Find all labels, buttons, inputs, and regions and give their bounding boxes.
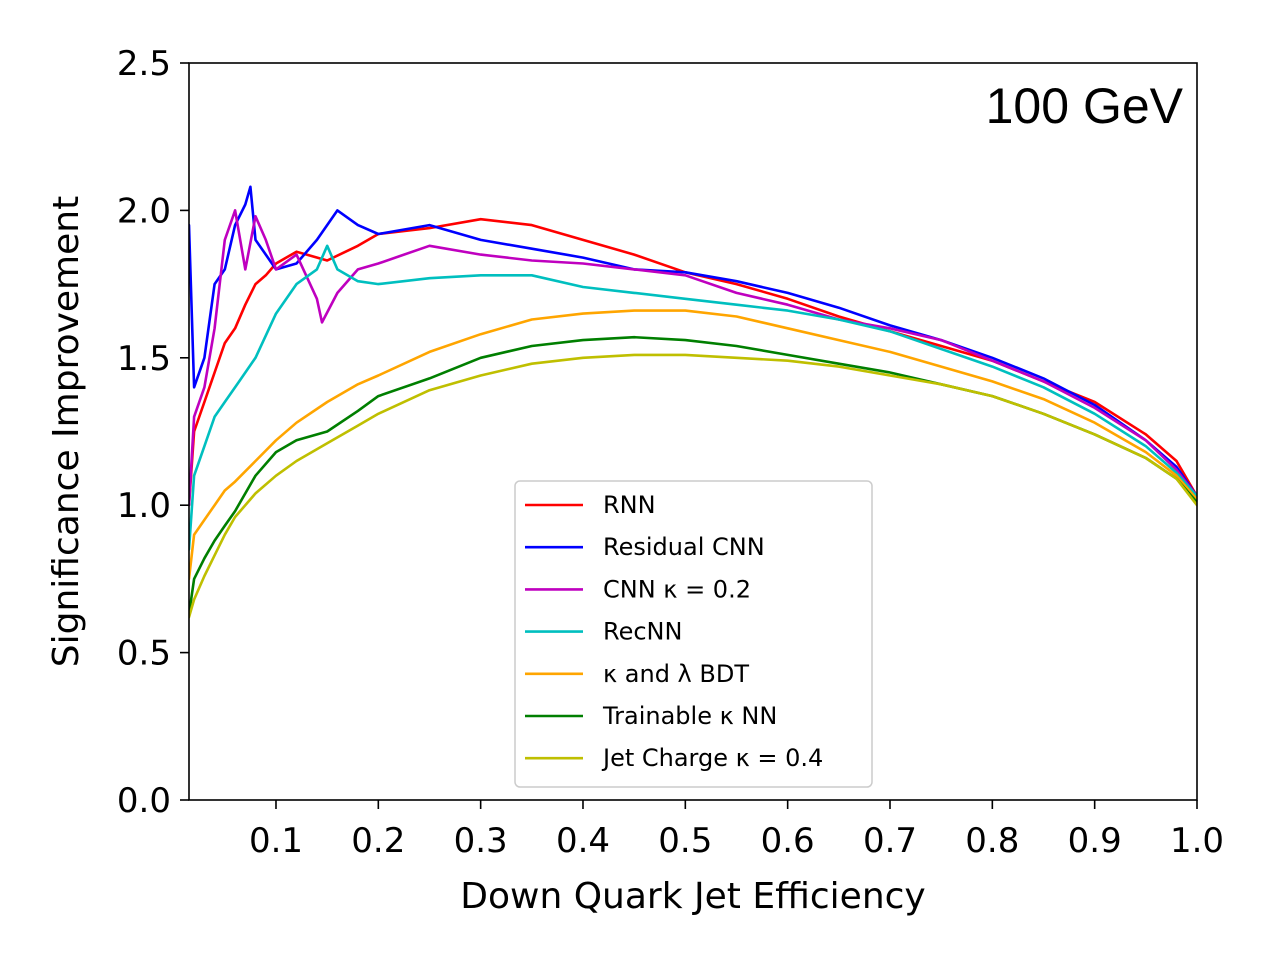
y-tick-label: 2.0 — [117, 191, 171, 231]
x-tick-label: 0.5 — [658, 821, 712, 861]
legend-entry-label: Jet Charge κ = 0.4 — [601, 744, 823, 772]
x-tick-label: 0.1 — [249, 821, 303, 861]
legend-entry-label: Residual CNN — [603, 533, 765, 561]
legend-entry-label: RecNN — [603, 618, 682, 646]
legend-entry-label: RNN — [603, 491, 656, 519]
x-tick-label: 0.2 — [351, 821, 405, 861]
x-tick-label: 0.3 — [454, 821, 508, 861]
legend-box — [514, 480, 873, 788]
series-line-0 — [189, 217, 1197, 507]
series-line-1 — [189, 185, 1197, 498]
legend-entry-label: Trainable κ NN — [602, 702, 777, 730]
y-tick-label: 0.0 — [117, 781, 171, 821]
x-tick-label: 1.0 — [1170, 821, 1224, 861]
x-tick-label: 0.8 — [965, 821, 1019, 861]
legend-entry-label: κ and λ BDT — [603, 660, 749, 688]
y-tick-label: 1.0 — [117, 486, 171, 526]
y-axis-label: Significance Improvement — [46, 196, 87, 667]
legend-entry-label: CNN κ = 0.2 — [603, 575, 751, 603]
x-tick-label: 0.6 — [761, 821, 815, 861]
y-tick-label: 0.5 — [117, 634, 171, 674]
x-axis: 0.1 0.2 0.3 0.4 0.5 0.6 0.7 0.8 0.9 1.0 — [249, 800, 1224, 861]
legend: RNN Residual CNN CNN κ = 0.2 RecNN κ and λ B… — [514, 480, 873, 788]
x-tick-label: 0.9 — [1068, 821, 1122, 861]
series-line-4 — [189, 309, 1197, 581]
y-axis: 0.0 0.5 1.0 1.5 2.0 2.5 — [117, 44, 189, 821]
y-tick-label: 1.5 — [117, 339, 171, 379]
y-tick-label: 2.5 — [117, 44, 171, 84]
series-layer — [189, 185, 1197, 619]
x-tick-label: 0.4 — [556, 821, 610, 861]
series-line-2 — [189, 209, 1197, 507]
x-tick-label: 0.7 — [863, 821, 917, 861]
x-axis-label: Down Quark Jet Efficiency — [460, 876, 926, 917]
series-line-3 — [189, 244, 1197, 551]
series-line-6 — [189, 353, 1197, 619]
energy-annotation: 100 GeV — [986, 78, 1184, 134]
axes-frame — [188, 62, 1198, 801]
